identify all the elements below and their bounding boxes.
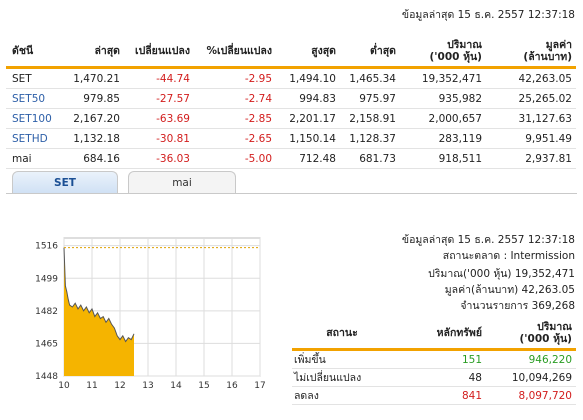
breadth-table: สถานะ หลักทรัพย์ ปริมาณ ('000 หุ้น) เพิ่ม… [292,318,576,405]
y-tick-label: 1516 [35,242,58,252]
cell-low: 681.73 [340,148,400,169]
header-volume: ปริมาณ ('000 หุ้น) [400,36,486,69]
cell-change: -63.69 [124,108,194,129]
cell-volume: 935,982 [400,88,486,109]
index-name-link[interactable]: mai [6,148,68,169]
market-update-text: ข้อมูลล่าสุด 15 ธ.ค. 2557 12:37:18 [401,234,575,246]
market-value-text: มูลค่า(ล้านบาท) 42,263.05 [444,284,575,296]
cell-high: 1,494.10 [276,67,340,89]
y-tick-label: 1465 [35,339,58,349]
cell-volume: 918,511 [400,148,486,169]
header-value: มูลค่า (ล้านบาท) [486,36,576,69]
tab-divider [6,193,577,194]
breadth-volume: 8,097,720 [486,386,576,405]
cell-last: 979.85 [68,88,124,109]
tab-mai[interactable]: mai [128,171,236,194]
cell-value: 2,937.81 [486,148,576,169]
tab-set[interactable]: SET [12,171,118,194]
cell-value: 31,127.63 [486,108,576,129]
cell-last: 684.16 [68,148,124,169]
market-volume-text: ปริมาณ('000 หุ้น) 19,352,471 [428,268,575,280]
x-tick-label: 12 [114,381,125,391]
cell-volume: 2,000,657 [400,108,486,129]
cell-change: -44.74 [124,67,194,89]
breadth-table-header: สถานะ หลักทรัพย์ ปริมาณ ('000 หุ้น) [292,318,576,351]
cell-pct-change: -2.95 [194,67,276,89]
header-last: ล่าสุด [68,36,124,69]
breadth-status: ไม่เปลี่ยนแปลง [292,368,392,387]
header-breadth-volume: ปริมาณ ('000 หุ้น) [486,318,576,351]
x-tick-label: 11 [86,381,97,391]
last-update-text: ข้อมูลล่าสุด 15 ธ.ค. 2557 12:37:18 [401,9,575,21]
series-line [63,247,135,343]
header-pct-change: %เปลี่ยนแปลง [194,36,276,69]
breadth-securities: 151 [392,349,486,369]
cell-volume: 19,352,471 [400,67,486,89]
breadth-securities: 841 [392,386,486,405]
market-trades-text: จำนวนรายการ 369,268 [460,300,575,312]
cell-pct-change: -2.65 [194,128,276,149]
cell-high: 994.83 [276,88,340,109]
cell-high: 1,150.14 [276,128,340,149]
cell-change: -36.03 [124,148,194,169]
x-tick-label: 14 [170,381,182,391]
y-tick-label: 1499 [35,274,58,284]
breadth-volume: 946,220 [486,349,576,369]
index-name-link[interactable]: SET100 [6,108,68,129]
x-tick-label: 17 [254,381,265,391]
cell-high: 2,201.17 [276,108,340,129]
cell-value: 9,951.49 [486,128,576,149]
cell-change: -30.81 [124,128,194,149]
index-name-link[interactable]: SET [6,67,68,89]
x-tick-label: 13 [142,381,153,391]
cell-value: 42,263.05 [486,67,576,89]
breadth-row: ไม่เปลี่ยนแปลง 48 10,094,269 [292,368,576,387]
header-change: เปลี่ยนแปลง [124,36,194,69]
header-securities: หลักทรัพย์ [392,318,486,351]
breadth-row: เพิ่มขึ้น 151 946,220 [292,349,576,369]
breadth-table-container: สถานะ หลักทรัพย์ ปริมาณ ('000 หุ้น) เพิ่ม… [292,318,576,405]
x-tick-label: 10 [58,381,70,391]
cell-low: 975.97 [340,88,400,109]
cell-low: 2,158.91 [340,108,400,129]
breadth-row: ลดลง 841 8,097,720 [292,386,576,405]
index-row-set50[interactable]: SET50 979.85 -27.57 -2.74 994.83 975.97 935,98… [6,88,576,109]
cell-volume: 283,119 [400,128,486,149]
cell-low: 1,128.37 [340,128,400,149]
x-tick-label: 16 [226,381,238,391]
cell-last: 1,132.18 [68,128,124,149]
cell-pct-change: -5.00 [194,148,276,169]
index-table: ดัชนี ล่าสุด เปลี่ยนแปลง %เปลี่ยนแปลง สู… [6,36,576,169]
cell-last: 2,167.20 [68,108,124,129]
cell-value: 25,265.02 [486,88,576,109]
area-fill [64,247,134,376]
index-name-link[interactable]: SETHD [6,128,68,149]
cell-change: -27.57 [124,88,194,109]
cell-last: 1,470.21 [68,67,124,89]
breadth-status: เพิ่มขึ้น [292,349,392,369]
index-table-container: ดัชนี ล่าสุด เปลี่ยนแปลง %เปลี่ยนแปลง สู… [6,36,576,169]
breadth-status: ลดลง [292,386,392,405]
header-low: ต่ำสุด [340,36,400,69]
cell-pct-change: -2.85 [194,108,276,129]
index-row-set[interactable]: SET 1,470.21 -44.74 -2.95 1,494.10 1,465.34 19… [6,67,576,89]
index-row-sethd[interactable]: SETHD 1,132.18 -30.81 -2.65 1,150.14 1,128.37… [6,128,576,149]
y-tick-label: 1482 [35,307,58,317]
index-table-header: ดัชนี ล่าสุด เปลี่ยนแปลง %เปลี่ยนแปลง สู… [6,36,576,69]
header-index: ดัชนี [6,36,68,69]
breadth-volume: 10,094,269 [486,368,576,387]
header-status: สถานะ [292,318,392,351]
cell-low: 1,465.34 [340,67,400,89]
breadth-securities: 48 [392,368,486,387]
y-tick-label: 1448 [35,372,58,382]
market-status-text: สถานะตลาด : Intermission [442,250,575,262]
index-name-link[interactable]: SET50 [6,88,68,109]
index-row-mai[interactable]: mai 684.16 -36.03 -5.00 712.48 681.73 918,511 2… [6,148,576,169]
x-tick-label: 15 [198,381,209,391]
cell-pct-change: -2.74 [194,88,276,109]
header-high: สูงสุด [276,36,340,69]
index-row-set100[interactable]: SET100 2,167.20 -63.69 -2.85 2,201.17 2,158.9… [6,108,576,129]
cell-high: 712.48 [276,148,340,169]
